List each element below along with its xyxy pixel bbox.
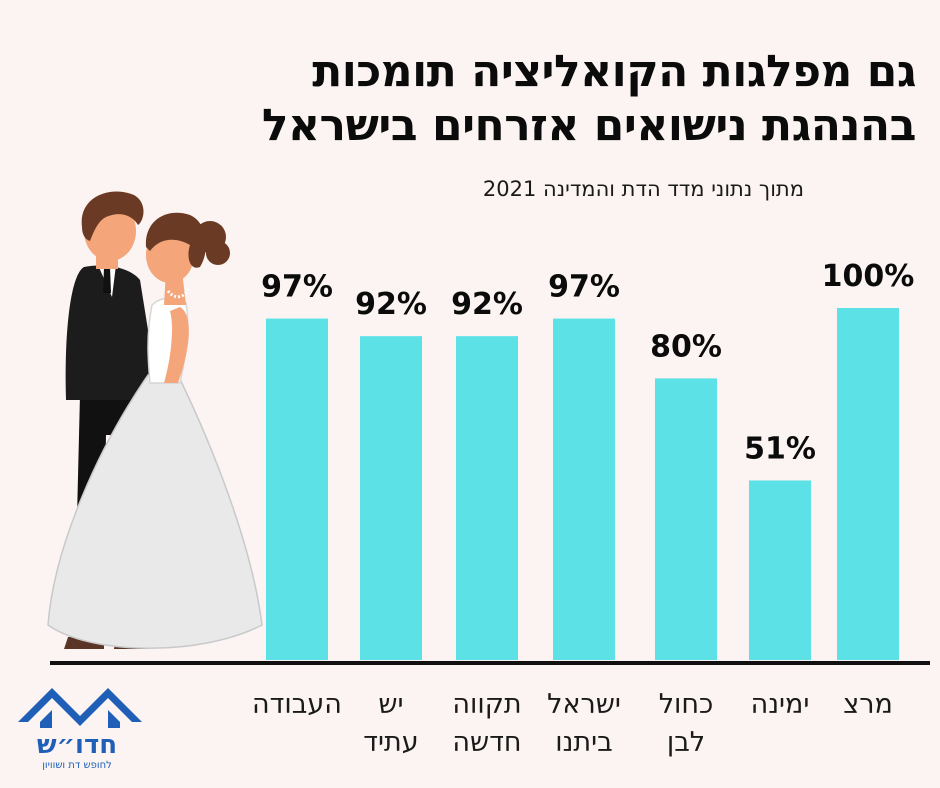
category-label-line: מרצ — [843, 689, 893, 720]
category-label-line: לבן — [666, 727, 706, 758]
bar — [749, 480, 811, 660]
category-label-line: ימינה — [750, 689, 810, 720]
brand-roof-icon — [40, 710, 52, 728]
category-label: מרצ — [820, 686, 916, 724]
category-label: ימינה — [732, 686, 828, 724]
bar-value-label: 97% — [548, 270, 620, 305]
bar-value-label: 97% — [261, 270, 333, 305]
wedding-couple-illustration — [47, 191, 263, 649]
bar-value-label: 100% — [822, 259, 915, 294]
category-label: תקווה חדשה — [439, 686, 535, 762]
groom-jacket-shape — [65, 265, 152, 400]
bar-value-label: 80% — [650, 329, 722, 364]
brand-roof-icon — [108, 710, 120, 728]
category-label-line: יש — [378, 689, 404, 720]
bar — [360, 336, 422, 660]
bar-value-label: 51% — [744, 431, 816, 466]
bar — [266, 318, 328, 660]
category-label: העבודה — [249, 686, 345, 724]
bride-arm-shape — [164, 307, 189, 383]
brand-name: חדו״ש — [36, 730, 118, 760]
brand-tagline: לחופש דת ושוויון — [42, 760, 112, 771]
category-label-line: העבודה — [252, 689, 342, 720]
brand-roof-icon — [18, 688, 142, 726]
category-label: כחול לבן — [638, 686, 734, 762]
category-label-line: ביתנו — [555, 727, 613, 758]
bar — [655, 378, 717, 660]
brand-logo-icon — [18, 688, 142, 728]
bar-value-label: 92% — [355, 287, 427, 322]
necklace-shape — [166, 288, 190, 299]
category-label-line: ישראל — [547, 689, 621, 720]
bride-hair-bun-shape — [206, 241, 230, 265]
bar — [837, 308, 899, 660]
bar — [456, 336, 518, 660]
category-label-line: חדשה — [452, 727, 522, 758]
bride-hair-shape — [145, 212, 206, 268]
category-label-line: כחול — [658, 689, 714, 720]
category-label-line: תקווה — [452, 689, 522, 720]
category-label-line: עתיד — [363, 727, 419, 758]
bar — [553, 318, 615, 660]
bride-dress-skirt-shape — [47, 374, 263, 649]
bar-value-label: 92% — [451, 287, 523, 322]
category-label: ישראל ביתנו — [536, 686, 632, 762]
title-line-2: בהנהגת נישואים אזרחים בישראל — [261, 100, 917, 151]
title-line-1: גם מפלגות הקואליציה תומכות — [312, 46, 916, 97]
groom-hair-shape — [81, 191, 144, 241]
subtitle: מתוך נתוני מדד הדת והמדינה 2021 — [482, 177, 804, 201]
tie-icon — [103, 267, 111, 293]
category-label: יש עתיד — [343, 686, 439, 762]
